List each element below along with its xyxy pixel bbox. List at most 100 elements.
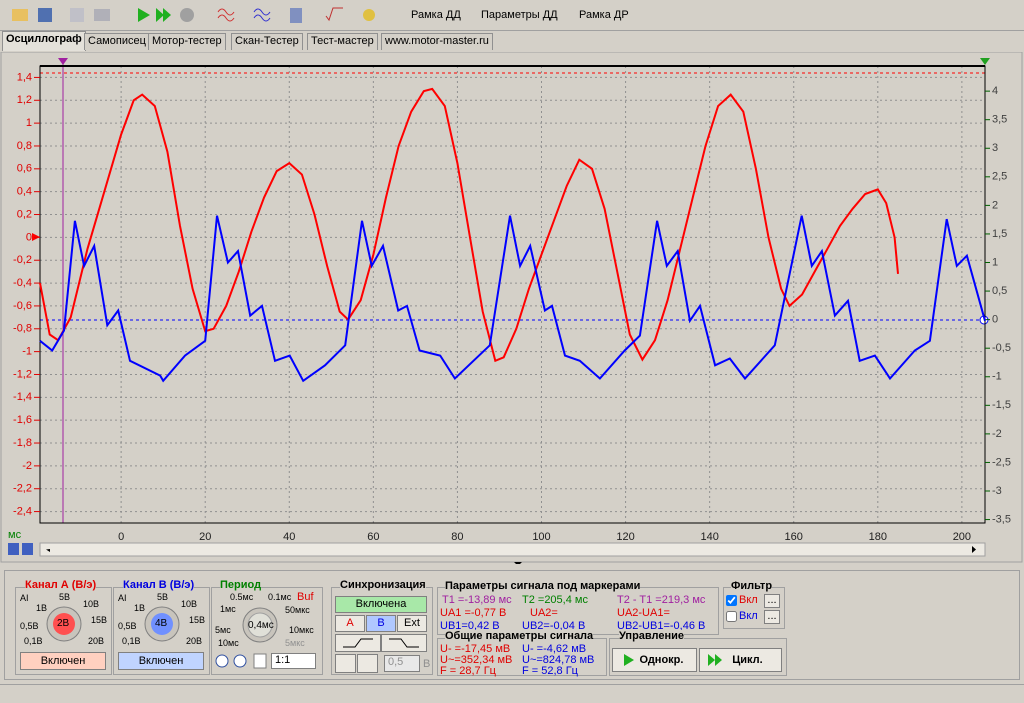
scroll-right[interactable] — [972, 546, 976, 553]
scale-label: 0.5мс — [230, 592, 254, 602]
y2-tick-label: 1 — [992, 256, 998, 268]
channel-b-button[interactable]: Включен — [118, 652, 204, 670]
toolbar-button[interactable]: Параметры ДД — [481, 9, 558, 21]
tab[interactable]: Скан-Тестер — [231, 33, 303, 50]
scrollbar[interactable] — [39, 542, 986, 557]
print-icon[interactable] — [94, 9, 110, 21]
filter-settings[interactable]: ... — [764, 610, 780, 624]
zoom-select[interactable]: 1:1 — [271, 653, 316, 669]
checkbox[interactable] — [726, 594, 737, 606]
knob-value: 0,4мс — [248, 620, 274, 631]
scale-label: 5мс — [215, 625, 231, 635]
open-icon[interactable] — [12, 9, 28, 21]
y2-tick-label: -3 — [992, 485, 1002, 497]
source-b[interactable]: B — [366, 615, 396, 632]
y2-tick-label: 2,5 — [992, 171, 1007, 183]
toolbar-button[interactable]: Рамка ДД — [411, 9, 461, 21]
save-icon[interactable] — [38, 8, 52, 22]
sound-icon[interactable] — [363, 9, 375, 21]
x-tick-label: 200 — [953, 531, 971, 543]
scale-label: 5В — [157, 592, 169, 602]
dt: T2 - T1 =219,3 мс — [617, 594, 706, 606]
y-tick-label: -1,6 — [13, 414, 32, 426]
tab[interactable]: Самописец — [84, 33, 150, 50]
tab[interactable]: www.motor-master.ru — [381, 33, 493, 50]
sync-title: Синхронизация — [340, 579, 426, 591]
y-tick-label: 0,6 — [17, 163, 32, 175]
knob[interactable] — [240, 605, 280, 645]
y2-tick-label: -2 — [992, 428, 1002, 440]
marker-t1-handle[interactable] — [58, 58, 68, 65]
marker-t2-handle[interactable] — [980, 58, 990, 65]
y2-tick-label: 0,5 — [992, 285, 1007, 297]
tab[interactable]: Тест-мастер — [307, 33, 378, 50]
wave-b-icon[interactable] — [253, 8, 271, 22]
preview-icon[interactable] — [70, 8, 84, 22]
knob[interactable] — [44, 604, 84, 644]
ai-toggle[interactable]: AI — [118, 593, 127, 603]
channel-a-button[interactable]: Включен — [20, 652, 106, 670]
x-tick-label: 80 — [451, 531, 463, 543]
grid — [40, 66, 985, 523]
y-tick-label: 0,8 — [17, 140, 32, 152]
zoom-button[interactable] — [22, 543, 33, 555]
y2-tick-label: 3,5 — [992, 114, 1007, 126]
filter-row[interactable]: Вкл — [726, 594, 758, 606]
collapse-arrow[interactable] — [514, 562, 522, 564]
ub-dc: U- =-4,62 мВ — [522, 643, 587, 655]
level-input[interactable]: 0,5 — [384, 655, 420, 672]
knob[interactable] — [142, 604, 182, 644]
y-tick-label: -1,4 — [13, 391, 32, 403]
y-tick-label: -0,8 — [13, 323, 32, 335]
y-tick-label: -2,4 — [13, 505, 32, 517]
scale-label: 1В — [36, 603, 48, 613]
scale-label: 0,5В — [118, 621, 137, 631]
filter-row[interactable]: Вкл — [726, 610, 758, 622]
zoom-button[interactable] — [8, 543, 19, 555]
source-a[interactable]: A — [335, 615, 365, 632]
scale-label: 5мкс — [285, 638, 305, 648]
filter-label: Вкл — [739, 610, 758, 622]
ai-toggle[interactable]: AI — [20, 593, 29, 603]
control-title: Управление — [619, 630, 685, 642]
toolbar-button[interactable]: Рамка ДР — [579, 9, 629, 21]
scroll-left[interactable] — [46, 549, 50, 552]
ua2: UA2= — [530, 607, 558, 619]
play-icon[interactable] — [138, 8, 150, 22]
series-line — [39, 215, 986, 383]
tab[interactable]: Осциллограф — [2, 31, 86, 51]
checkbox[interactable] — [726, 610, 737, 622]
scale-label: 15В — [189, 615, 206, 625]
scale-label: 10В — [181, 599, 198, 609]
y-tick-label: 0,2 — [17, 208, 32, 220]
toolbar-icons — [12, 7, 375, 23]
fa: F = 28,7 Гц — [440, 665, 496, 677]
filter-title: Фильтр — [731, 580, 773, 592]
stop-icon[interactable] — [180, 8, 194, 22]
chart: мс 1,4 1,2 1 0,8 0,6 0,4 0,2 0 -0,2 -0,4 -0,6 -0,8 -… — [0, 52, 1023, 564]
calc-icon[interactable] — [290, 8, 302, 23]
knob-value: 4В — [155, 618, 168, 629]
y-tick-label: -2,2 — [13, 483, 32, 495]
x-tick-label: 140 — [700, 531, 718, 543]
sync-button[interactable]: Включена — [335, 596, 427, 613]
edge-buttons[interactable] — [335, 634, 427, 674]
tab[interactable]: Мотор-тестер — [148, 33, 226, 50]
y2-tick-label: 2 — [992, 199, 998, 211]
x-tick-label: 180 — [869, 531, 887, 543]
y-tick-label: 0 — [26, 231, 32, 243]
y-tick-label: -2 — [22, 460, 32, 472]
status-bar — [0, 684, 1024, 703]
controls-panel — [4, 570, 1020, 680]
zoom-buttons[interactable] — [214, 652, 270, 670]
math-icon[interactable] — [325, 7, 343, 22]
wave-a-icon[interactable] — [217, 8, 235, 22]
cycle-icon2[interactable] — [163, 8, 171, 22]
cycle-icon[interactable] — [156, 8, 164, 22]
dub: UB2-UB1=-0,46 В — [617, 620, 706, 632]
source-ext[interactable]: Ext — [397, 615, 427, 632]
filter-settings[interactable]: ... — [764, 594, 780, 608]
scale-label: 10В — [83, 599, 100, 609]
scale-label: 1В — [134, 603, 146, 613]
